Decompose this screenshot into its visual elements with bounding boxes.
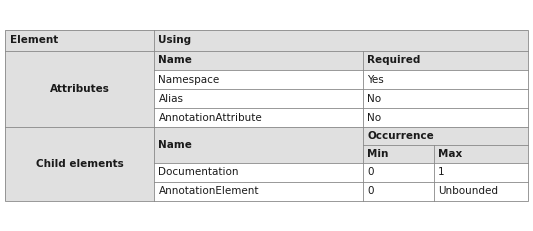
Text: 0: 0 [367,167,374,177]
Bar [154,70,363,89]
Bar [363,89,528,108]
Text: Yes: Yes [367,75,384,85]
Bar [154,89,363,108]
Bar [5,128,154,201]
Bar [363,163,434,182]
Text: 0: 0 [367,186,374,196]
Bar [434,163,528,182]
Bar [363,128,528,145]
Text: No: No [367,113,382,123]
Text: Namespace: Namespace [158,75,220,85]
Bar [5,30,528,201]
Text: AnnotationElement: AnnotationElement [158,186,259,196]
Text: Using: Using [158,35,191,46]
Bar [363,51,528,70]
Bar [154,51,363,70]
Text: Max: Max [438,149,462,159]
Bar [5,30,154,51]
Bar [154,163,363,182]
Text: Occurrence: Occurrence [367,131,434,141]
Text: Min: Min [367,149,389,159]
Text: Alias: Alias [158,94,183,104]
Text: Required: Required [367,55,421,65]
Bar [154,108,363,128]
Bar [363,108,528,128]
Text: Element: Element [10,35,58,46]
Text: Name: Name [158,55,192,65]
Text: No: No [367,94,382,104]
Bar [363,182,434,201]
Bar [5,51,154,128]
Bar [434,145,528,163]
Text: Attributes: Attributes [50,84,110,94]
Text: Documentation: Documentation [158,167,239,177]
Bar [154,182,363,201]
Text: AnnotationAttribute: AnnotationAttribute [158,113,262,123]
Bar [363,145,434,163]
Bar [363,70,528,89]
Text: Unbounded: Unbounded [438,186,498,196]
Text: 1: 1 [438,167,445,177]
Bar [154,128,363,163]
Text: Child elements: Child elements [36,159,124,169]
Text: Name: Name [158,140,192,150]
Bar [434,182,528,201]
Bar [154,30,528,51]
Bar [5,51,154,70]
